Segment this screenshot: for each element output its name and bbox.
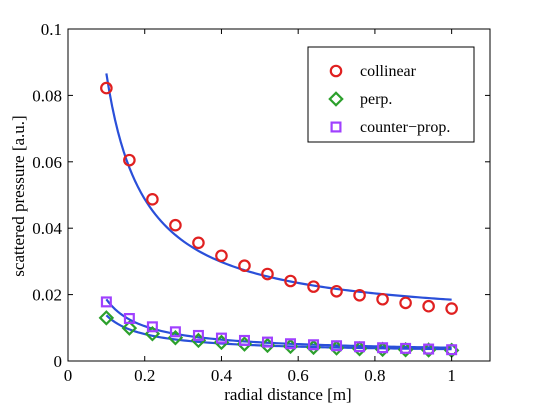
data-point-2 bbox=[308, 339, 320, 351]
data-point-0 bbox=[399, 296, 412, 310]
data-point-2 bbox=[354, 341, 366, 353]
data-point-1 bbox=[121, 320, 138, 336]
data-point-2 bbox=[331, 340, 343, 352]
y-tick-label: 0.08 bbox=[32, 86, 62, 105]
legend: collinear perp. counter−prop. bbox=[307, 46, 475, 143]
x-tick-label: 0.4 bbox=[211, 366, 233, 385]
data-point-0 bbox=[238, 259, 251, 273]
y-tick-label: 0.1 bbox=[41, 20, 62, 39]
data-point-0 bbox=[261, 267, 274, 281]
plot-frame bbox=[67, 28, 491, 362]
fit-curve-0 bbox=[105, 73, 452, 301]
data-point-2 bbox=[446, 344, 458, 356]
data-point-1 bbox=[98, 310, 115, 326]
legend-label-counter-prop: counter−prop. bbox=[360, 119, 450, 136]
data-point-0 bbox=[330, 284, 343, 298]
data-point-0 bbox=[169, 218, 182, 232]
data-point-0 bbox=[353, 288, 366, 302]
data-point-0 bbox=[192, 236, 205, 250]
data-point-2 bbox=[192, 329, 204, 341]
y-tick-label: 0.06 bbox=[32, 153, 62, 172]
data-markers bbox=[98, 81, 460, 359]
legend-label-collinear: collinear bbox=[360, 63, 417, 80]
data-point-0 bbox=[100, 81, 113, 95]
data-point-0 bbox=[422, 299, 435, 313]
data-point-2 bbox=[100, 296, 112, 308]
x-tick-label: 0.6 bbox=[288, 366, 309, 385]
data-point-2 bbox=[215, 332, 227, 344]
y-tick-label: 0.04 bbox=[32, 219, 62, 238]
data-point-2 bbox=[146, 321, 158, 333]
legend-marker-counter-prop bbox=[330, 121, 342, 133]
data-point-0 bbox=[215, 249, 228, 263]
x-axis-label: radial distance [m] bbox=[224, 385, 351, 404]
x-tick-label: 1 bbox=[447, 366, 456, 385]
legend-marker-collinear bbox=[329, 64, 343, 78]
legend-marker-0 bbox=[329, 64, 343, 78]
y-tick-label: 0.02 bbox=[32, 286, 62, 305]
data-point-2 bbox=[169, 326, 181, 338]
y-tick-labels: 0 0.02 0.04 0.06 0.08 0.1 bbox=[32, 20, 62, 371]
y-axis-label: scattered pressure [a.u.] bbox=[9, 115, 28, 276]
legend-marker-1 bbox=[328, 91, 344, 107]
data-point-2 bbox=[377, 342, 389, 354]
data-point-2 bbox=[400, 342, 412, 354]
y-tick-label: 0 bbox=[54, 352, 63, 371]
axis-ticks bbox=[67, 28, 490, 362]
x-tick-labels: 0 0.2 0.4 0.6 0.8 1 bbox=[64, 366, 456, 385]
data-point-0 bbox=[376, 292, 389, 306]
data-point-2 bbox=[238, 334, 250, 346]
data-point-2 bbox=[123, 313, 135, 325]
data-point-2 bbox=[423, 343, 435, 355]
legend-label-perp: perp. bbox=[360, 91, 392, 108]
data-point-0 bbox=[146, 193, 159, 206]
data-point-0 bbox=[284, 274, 297, 288]
x-tick-label: 0.2 bbox=[134, 366, 155, 385]
data-point-2 bbox=[261, 336, 273, 348]
legend-marker-2 bbox=[330, 121, 342, 133]
data-point-0 bbox=[445, 302, 458, 315]
x-tick-label: 0.8 bbox=[364, 366, 385, 385]
fit-lines bbox=[105, 73, 452, 351]
fit-curve-2 bbox=[105, 298, 452, 349]
data-point-0 bbox=[123, 153, 136, 167]
data-point-2 bbox=[285, 338, 297, 350]
fit-curve-1 bbox=[105, 314, 452, 351]
x-tick-label: 0 bbox=[64, 366, 73, 385]
legend-marker-perp bbox=[328, 91, 344, 107]
data-point-0 bbox=[307, 280, 320, 293]
